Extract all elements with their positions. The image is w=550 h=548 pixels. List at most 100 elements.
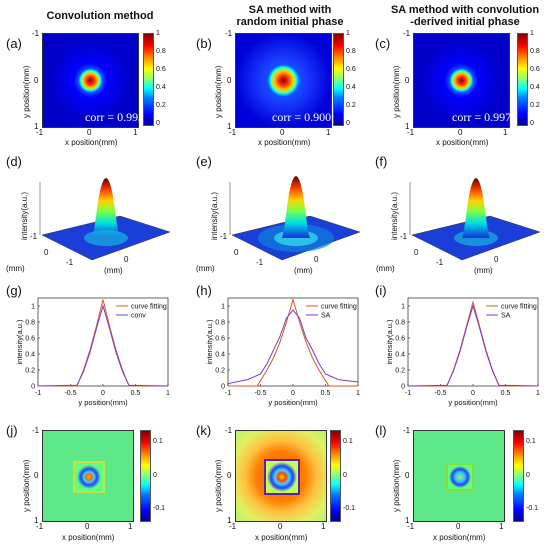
cb-tick: 0.1 bbox=[343, 438, 353, 445]
panel-label-d: (d) bbox=[6, 154, 22, 169]
tick: 0 bbox=[234, 248, 239, 257]
z-axis-label-f: intensity(a.u.) bbox=[390, 191, 399, 240]
cb-tick: 0.2 bbox=[156, 102, 166, 109]
y-tick-label: 0.8 bbox=[215, 320, 225, 327]
colorbar-a bbox=[143, 33, 154, 126]
y-tick-label: 0 bbox=[221, 384, 225, 391]
series-line bbox=[228, 297, 358, 387]
colorbar-c bbox=[517, 33, 528, 126]
colorbar-j bbox=[140, 430, 151, 522]
tick: 0 bbox=[227, 471, 232, 480]
panel-label-a: (a) bbox=[6, 36, 22, 51]
y-tick-label: 0.2 bbox=[215, 368, 225, 375]
legend-label: curve fitting bbox=[131, 304, 167, 311]
y-axis-label: intensity(a.u.) bbox=[205, 319, 214, 365]
tick: -1 bbox=[36, 128, 44, 137]
panel-label-g: (g) bbox=[6, 283, 22, 298]
cb-tick: 0 bbox=[526, 472, 530, 479]
column-title-sa-conv: SA method with convolution -derived init… bbox=[380, 4, 550, 28]
x-axis-label-a: x position(mm) bbox=[65, 138, 118, 147]
y-axis-label-l: y position(mm) bbox=[392, 459, 401, 512]
x-axis-label: y position(mm) bbox=[78, 398, 128, 407]
y-axis-label-b: y position(mm) bbox=[214, 65, 223, 118]
z-axis-label-e: intensity(a.u.) bbox=[210, 191, 219, 240]
x-tick-label: -0.5 bbox=[254, 390, 266, 397]
tick: 0 bbox=[458, 128, 463, 137]
x-axis-label-c: x position(mm) bbox=[436, 138, 489, 147]
heatmap-c bbox=[413, 33, 510, 128]
x-axis-label-b: x position(mm) bbox=[258, 138, 311, 147]
line-chart-i: -1 -0.5 0 0.5 1 0 0.2 0.4 0.6 0.8 1 y position(mm) i… bbox=[385, 297, 540, 407]
y-tick-label: 0 bbox=[401, 384, 405, 391]
y-tick-label: 0.2 bbox=[395, 368, 405, 375]
cb-tick: 0 bbox=[153, 472, 157, 479]
colorbar-k bbox=[330, 430, 341, 522]
y-tick-label: 0.8 bbox=[25, 320, 35, 327]
legend-label: conv bbox=[131, 313, 146, 320]
legend-label: SA bbox=[501, 313, 511, 320]
column-title-sa-random-line1: SA method with bbox=[248, 4, 332, 16]
tick: -1 bbox=[407, 522, 415, 531]
x-tick-label: 0 bbox=[471, 390, 475, 397]
tick: -1 bbox=[403, 29, 411, 38]
x-tick-label: -0.5 bbox=[434, 390, 446, 397]
cb-tick: -0.1 bbox=[526, 505, 539, 512]
tick: -1 bbox=[225, 29, 233, 38]
corr-label-b: corr = 0.900 bbox=[272, 110, 332, 124]
tick: 1 bbox=[227, 516, 232, 525]
panel-label-f: (f) bbox=[375, 154, 388, 169]
cb-tick: 0.4 bbox=[346, 84, 356, 91]
tick: -1 bbox=[256, 258, 264, 267]
tick: 1 bbox=[405, 122, 410, 131]
cb-tick: 0 bbox=[343, 472, 347, 479]
line-chart-g: -1 -0.5 0 0.5 1 0 0.2 0.4 0.6 0.8 1 y position(mm) i… bbox=[15, 297, 170, 407]
error-pattern-j bbox=[73, 461, 105, 493]
y-tick-label: 0.8 bbox=[395, 320, 405, 327]
y-axis-label: intensity(a.u.) bbox=[15, 319, 24, 365]
tick: 0 bbox=[34, 471, 39, 480]
column-title-sa-conv-line1: SA method with convolution bbox=[390, 4, 540, 16]
error-map-k bbox=[235, 430, 327, 522]
surface-plot-f bbox=[409, 178, 541, 261]
cb-tick: 0.8 bbox=[530, 48, 540, 55]
column-title-convolution: Convolution method bbox=[46, 10, 154, 22]
y-tick-label: 0.6 bbox=[395, 336, 405, 343]
cb-tick: 0.1 bbox=[526, 438, 536, 445]
legend-label: curve fitting bbox=[501, 304, 537, 311]
tick: 0 bbox=[314, 255, 319, 264]
tick: 1 bbox=[405, 516, 410, 525]
tick: 1 bbox=[128, 522, 133, 531]
panel-label-j: (j) bbox=[6, 423, 18, 438]
error-map-l bbox=[413, 430, 505, 522]
tick: 0 bbox=[34, 76, 39, 85]
tick: 1 bbox=[499, 522, 504, 531]
y-tick-label: 0.4 bbox=[395, 352, 405, 359]
y-axis-label-j: y position(mm) bbox=[22, 459, 31, 512]
error-map-j bbox=[42, 430, 134, 522]
tick: -1 bbox=[229, 522, 237, 531]
panel-label-e: (e) bbox=[196, 154, 212, 169]
legend-label: curve fitting bbox=[321, 304, 357, 311]
tick: 0 bbox=[85, 522, 90, 531]
heatmap-b bbox=[235, 33, 332, 128]
cb-tick: 0 bbox=[530, 120, 534, 127]
x-axis-label-l: x position(mm) bbox=[433, 533, 486, 542]
tick: 0 bbox=[87, 128, 92, 137]
x-tick-label: 0 bbox=[291, 390, 295, 397]
cb-tick: 1 bbox=[530, 30, 534, 37]
tick: -1 bbox=[229, 128, 237, 137]
plot-area bbox=[37, 297, 169, 387]
cb-tick: 0.2 bbox=[530, 102, 540, 109]
cb-tick: 0.1 bbox=[153, 438, 163, 445]
tick: 0 bbox=[124, 255, 129, 264]
tick: 0 bbox=[405, 471, 410, 480]
tick: 1 bbox=[321, 522, 326, 531]
y-axis-label-k: y position(mm) bbox=[214, 459, 223, 512]
cb-tick: 0 bbox=[346, 120, 350, 127]
panel-label-h: (h) bbox=[196, 283, 212, 298]
tick: -1 bbox=[436, 258, 444, 267]
error-pattern-k bbox=[264, 459, 300, 495]
x-tick-label: 0.5 bbox=[321, 390, 331, 397]
cb-tick: 1 bbox=[346, 30, 350, 37]
